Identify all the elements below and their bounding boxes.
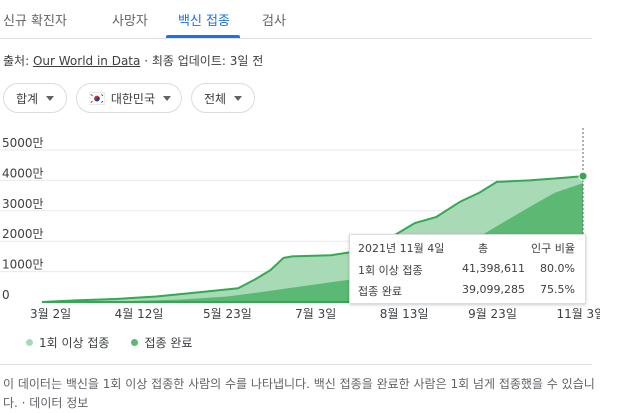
chevron-down-icon — [46, 95, 55, 101]
y-tick-label: 4000만 — [2, 166, 44, 180]
x-tick-label: 11월 3일 — [556, 307, 600, 321]
x-tick-label: 7월 3일 — [295, 307, 336, 321]
series-line-one-dose — [41, 175, 584, 303]
tooltip-row-fully: 접종 완료 39,099,285 75.5% — [350, 283, 585, 303]
last-updated: · 최종 업데이트: 3일 전 — [144, 54, 264, 68]
legend-label-one-dose: 1회 이상 접종 — [39, 336, 110, 350]
tooltip-label: 1회 이상 접종 — [358, 264, 423, 277]
chart-legend: 1회 이상 접종 접종 완료 — [26, 334, 192, 351]
hover-point — [578, 171, 588, 181]
y-tick-label: 2000만 — [2, 227, 44, 241]
x-tick-label: 4월 12일 — [115, 307, 164, 321]
tab-deaths[interactable]: 사망자 — [112, 14, 148, 29]
tooltip-row-one-dose: 1회 이상 접종 41,398,611 80.0% — [350, 262, 585, 282]
country-dropdown[interactable]: 대한민국 — [76, 83, 182, 113]
legend-dot-fully — [131, 339, 139, 346]
x-tick-label: 3월 2일 — [30, 307, 71, 321]
tooltip-ratio: 80.0% — [540, 262, 575, 275]
legend-label-fully: 접종 완료 — [144, 336, 193, 350]
tab-new-cases[interactable]: 신규 확진자 — [3, 14, 67, 29]
metric-dropdown[interactable]: 합계 — [3, 83, 67, 113]
y-tick-label: 3000만 — [2, 197, 44, 211]
tab-bar: 신규 확진자 사망자 백신 접종 검사 — [0, 0, 592, 39]
tooltip-total: 41,398,611 — [462, 262, 525, 275]
tooltip-total: 39,099,285 — [462, 283, 525, 296]
y-tick-label: 5000만 — [2, 136, 44, 150]
y-tick-label: 0 — [2, 288, 10, 302]
chevron-down-icon — [234, 95, 243, 101]
x-tick-label: 5월 23일 — [203, 307, 252, 321]
tooltip-label: 접종 완료 — [358, 285, 402, 298]
legend-dot-one-dose — [26, 339, 33, 346]
source-line: 출처: Our World in Data · 최종 업데이트: 3일 전 — [3, 52, 263, 69]
tab-testing[interactable]: 검사 — [262, 14, 286, 29]
tooltip-col-ratio: 인구 비율 — [531, 242, 575, 255]
tooltip-ratio: 75.5% — [540, 283, 575, 296]
source-prefix: 출처: — [3, 54, 30, 68]
x-tick-label: 8월 13일 — [380, 307, 429, 321]
range-dropdown-label: 전체 — [204, 91, 227, 106]
active-tab-indicator — [166, 35, 240, 38]
divider — [0, 364, 592, 365]
country-dropdown-label: 대한민국 — [110, 91, 155, 106]
tooltip-date: 2021년 11월 4일 — [358, 242, 445, 255]
data-note: 이 데이터는 백신을 1회 이상 접종한 사람의 수를 나타냅니다. 백신 접종… — [3, 377, 595, 410]
metric-dropdown-label: 합계 — [16, 91, 39, 106]
tab-vaccination[interactable]: 백신 접종 — [178, 14, 230, 29]
tooltip-col-total: 총 — [478, 242, 489, 255]
range-dropdown[interactable]: 전체 — [191, 83, 255, 113]
korea-flag-icon — [89, 92, 105, 104]
tooltip-header: 2021년 11월 4일 총 인구 비율 — [350, 240, 585, 260]
source-link[interactable]: Our World in Data — [32, 54, 141, 68]
chevron-down-icon — [163, 95, 171, 101]
y-tick-label: 1000만 — [2, 258, 44, 272]
x-tick-label: 9월 23일 — [468, 307, 517, 321]
chart-tooltip: 2021년 11월 4일 총 인구 비율 1회 이상 접종 41,398,611… — [349, 234, 586, 304]
